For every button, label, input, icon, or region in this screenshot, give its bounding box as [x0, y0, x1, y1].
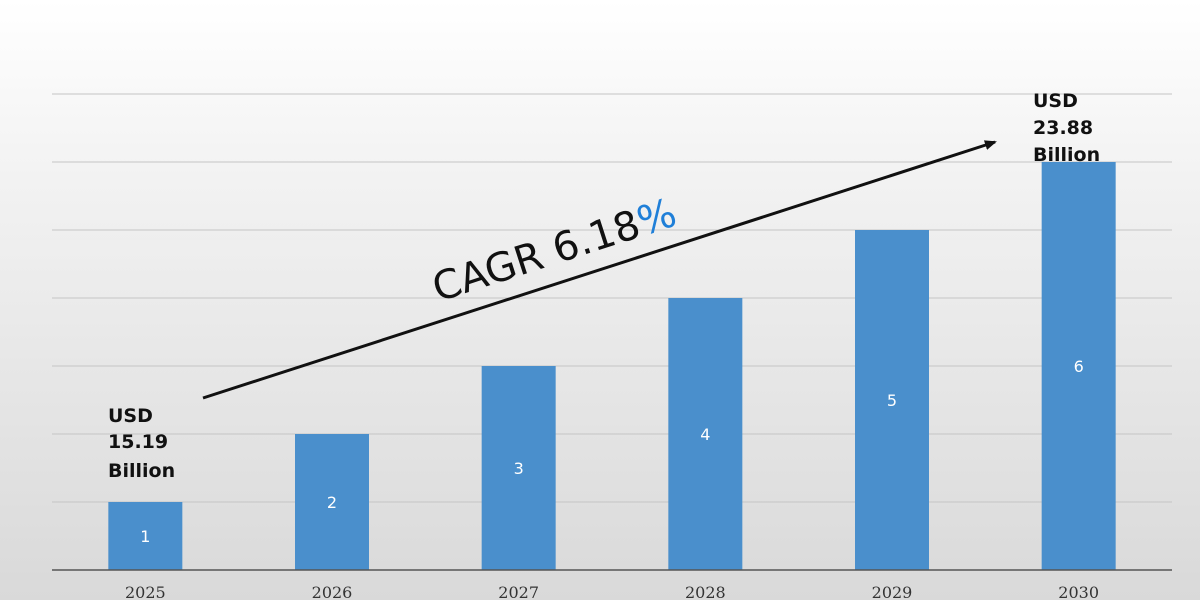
- bar-value-label: 5: [887, 391, 897, 410]
- bar-value-label: 1: [140, 527, 150, 546]
- bar-value-label: 2: [327, 493, 337, 512]
- gridlines: [52, 93, 1172, 503]
- start-value-annotation: USD 15.19 Billion: [108, 405, 175, 482]
- bar-2029: [855, 230, 929, 570]
- cagr-arrow: [202, 140, 997, 400]
- end-value-annotation: USD 23.88 Billion: [1033, 90, 1100, 166]
- bars: [108, 162, 1116, 570]
- bar-2028: [668, 298, 743, 570]
- x-tick-label: 2025: [125, 583, 166, 600]
- x-tick-label: 2029: [872, 583, 913, 600]
- x-tick-label: 2028: [685, 583, 726, 600]
- x-tick-labels: 2025 2026 2027 2028 2029 2030: [125, 583, 1099, 600]
- bar-2026: [295, 434, 369, 570]
- x-tick-label: 2030: [1058, 583, 1099, 600]
- bar-value-label: 3: [514, 459, 524, 478]
- bar-value-label: 4: [700, 425, 710, 444]
- bar-2025: [108, 502, 183, 570]
- bar-2030: [1041, 162, 1116, 570]
- x-tick-label: 2027: [498, 583, 539, 600]
- bar-value-label: 6: [1074, 357, 1084, 376]
- x-tick-label: 2026: [312, 583, 353, 600]
- cagr-label: CAGR 6.18%: [427, 190, 682, 312]
- bar-labels: 1 2 3 4 5 6: [140, 357, 1084, 546]
- bar-2027: [481, 366, 556, 570]
